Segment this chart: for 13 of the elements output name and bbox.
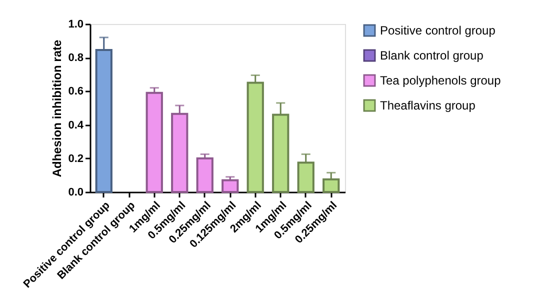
y-tick-label: 0.4 bbox=[68, 119, 84, 132]
legend-label: Blank control group bbox=[380, 48, 484, 62]
y-axis-title: Adhesion inhibition rate bbox=[50, 40, 64, 178]
y-tick-label: 0.2 bbox=[68, 152, 84, 165]
legend-label: Positive control group bbox=[380, 24, 496, 38]
y-tick-label: 0.8 bbox=[68, 52, 84, 64]
y-tick-label: 0.6 bbox=[68, 86, 84, 98]
bar bbox=[146, 92, 163, 193]
y-tick-label: 1.0 bbox=[68, 18, 84, 30]
y-tick-label: 0.0 bbox=[68, 186, 84, 198]
legend-label: Theaflavins group bbox=[380, 98, 476, 112]
bar bbox=[196, 157, 214, 193]
legend-label: Tea polyphenols group bbox=[380, 74, 502, 88]
